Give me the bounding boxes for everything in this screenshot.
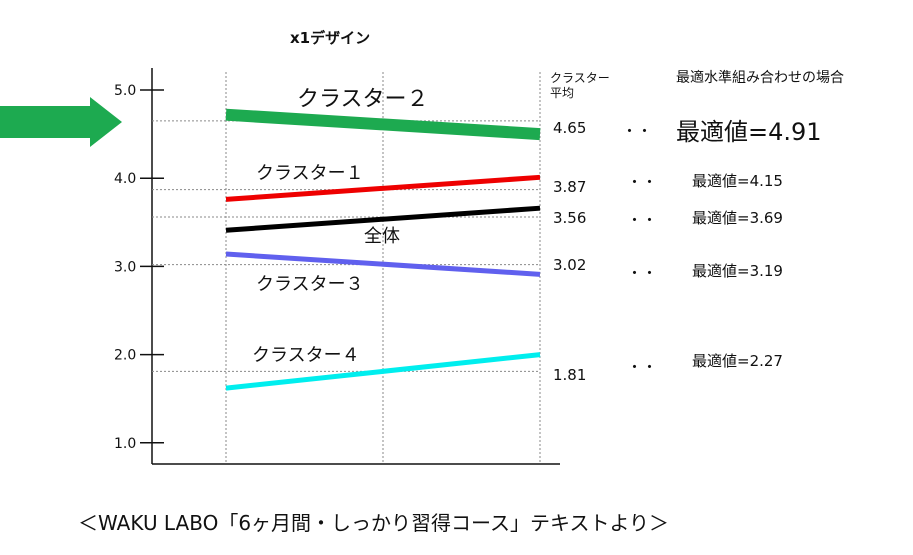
y-tick-label: 2.0 [114,348,136,364]
optimal-value-label: 最適値=3.69 [692,209,783,227]
y-tick-label: 5.0 [114,83,136,99]
series-line [225,352,541,391]
ellipsis-dots: ・・ [627,173,657,191]
avg-value-label: 4.65 [553,119,586,137]
caption: ＜WAKU LABO「6ヶ月間・しっかり習得コース」テキストより＞ [78,511,669,535]
y-tick-label: 3.0 [114,259,136,275]
series-line [225,174,541,202]
avg-header: クラスター [550,71,610,85]
series-line [225,205,541,233]
ellipsis-dots: ・・ [627,211,657,229]
chart-title: x1デザイン [290,29,370,47]
series-label: クラスター３ [256,274,364,295]
optimal-header: 最適水準組み合わせの場合 [676,69,844,86]
series-label: クラスター１ [256,163,364,184]
optimal-value-label: 最適値=4.15 [692,172,783,190]
avg-value-label: 3.56 [553,209,586,227]
ellipsis-dots: ・・ [622,122,652,140]
y-tick-label: 4.0 [114,171,136,187]
y-tick-label: 1.0 [114,436,136,452]
avg-value-label: 1.81 [553,366,586,384]
series-line [225,108,541,141]
avg-value-label: 3.02 [553,256,586,274]
series-line [225,251,541,277]
ellipsis-dots: ・・ [627,264,657,282]
optimal-value-label: 最適値=2.27 [692,352,783,370]
avg-value-label: 3.87 [553,178,586,196]
series-label: クラスター４ [252,345,360,366]
series-label: 全体 [364,226,400,247]
series-label: クラスター２ [297,87,429,112]
highlight-arrow [0,97,122,147]
avg-header: 平均 [550,86,574,100]
optimal-value-label: 最適値=4.91 [676,118,822,146]
ellipsis-dots: ・・ [627,358,657,376]
optimal-value-label: 最適値=3.19 [692,262,783,280]
